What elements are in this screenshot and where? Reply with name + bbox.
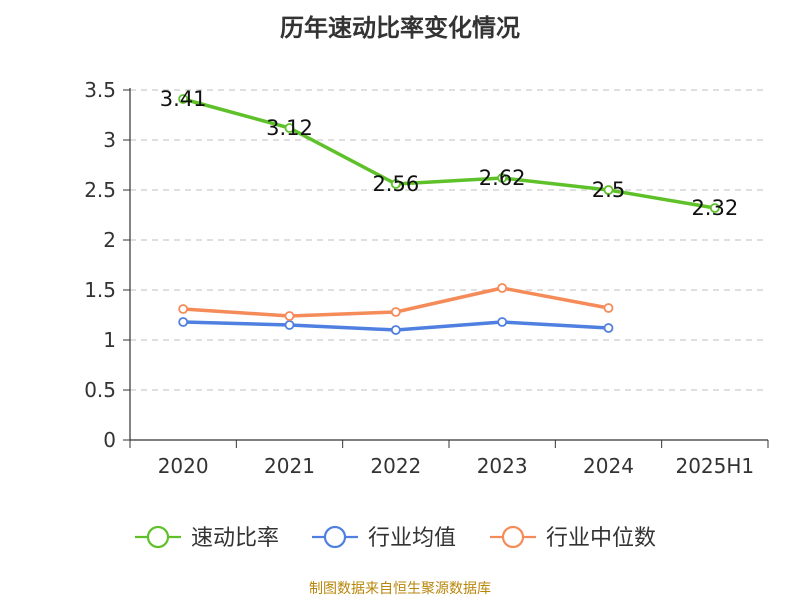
legend-label: 行业中位数 <box>546 526 656 551</box>
x-tick-label: 2020 <box>158 454 209 478</box>
data-label: 3.41 <box>160 87 207 111</box>
data-labels: 3.41 3.12 2.56 2.62 2.5 2.32 <box>160 87 738 220</box>
data-label: 2.32 <box>691 196 738 220</box>
data-label: 2.62 <box>479 166 526 190</box>
x-tick-label: 2024 <box>583 454 634 478</box>
data-label: 2.5 <box>592 178 625 202</box>
data-point <box>390 307 401 317</box>
data-point <box>709 203 720 213</box>
x-tick-label: 2022 <box>370 454 421 478</box>
y-tick-label: 2.5 <box>84 178 116 202</box>
legend-marker <box>323 525 347 549</box>
y-tick-label: 3.5 <box>84 78 116 102</box>
data-point <box>603 323 614 333</box>
y-tick-label: 1.5 <box>84 278 116 302</box>
y-tick-label: 2 <box>103 228 116 252</box>
data-point <box>284 320 295 330</box>
series-layer <box>178 94 720 335</box>
data-point <box>178 304 189 314</box>
y-tick-label: 1 <box>103 328 116 352</box>
data-point <box>284 311 295 321</box>
axes: 0 0.5 1 1.5 2 2.5 3 3.5 2020 2021 2022 2023 2024 2025… <box>84 78 769 478</box>
data-point <box>497 317 508 327</box>
series-line-0 <box>182 97 716 210</box>
data-point <box>178 317 189 327</box>
grid-lines <box>130 89 768 391</box>
data-point <box>390 325 401 335</box>
data-point <box>178 94 189 104</box>
x-tick-label: 2021 <box>264 454 315 478</box>
data-point <box>390 179 401 189</box>
x-tick-label: 2025H1 <box>675 454 754 478</box>
legend-label: 速动比率 <box>191 526 279 551</box>
chart-title: 历年速动比率变化情况 <box>280 14 520 42</box>
data-point <box>497 283 508 293</box>
data-label: 3.12 <box>266 116 313 140</box>
legend-label: 行业均值 <box>368 526 456 551</box>
y-tick-label: 0 <box>103 428 116 452</box>
source-note: 制图数据来自恒生聚源数据库 <box>309 581 491 597</box>
data-label: 2.56 <box>372 172 419 196</box>
legend-marker <box>146 525 170 549</box>
y-tick-label: 3 <box>103 128 116 152</box>
data-point <box>603 303 614 313</box>
y-tick-label: 0.5 <box>84 378 116 402</box>
x-tick-label: 2023 <box>477 454 528 478</box>
data-point <box>497 173 508 183</box>
legend-marker <box>501 525 525 549</box>
legend: 速动比率 行业均值 行业中位数 <box>135 525 656 551</box>
data-point <box>603 185 614 195</box>
data-point <box>284 123 295 133</box>
